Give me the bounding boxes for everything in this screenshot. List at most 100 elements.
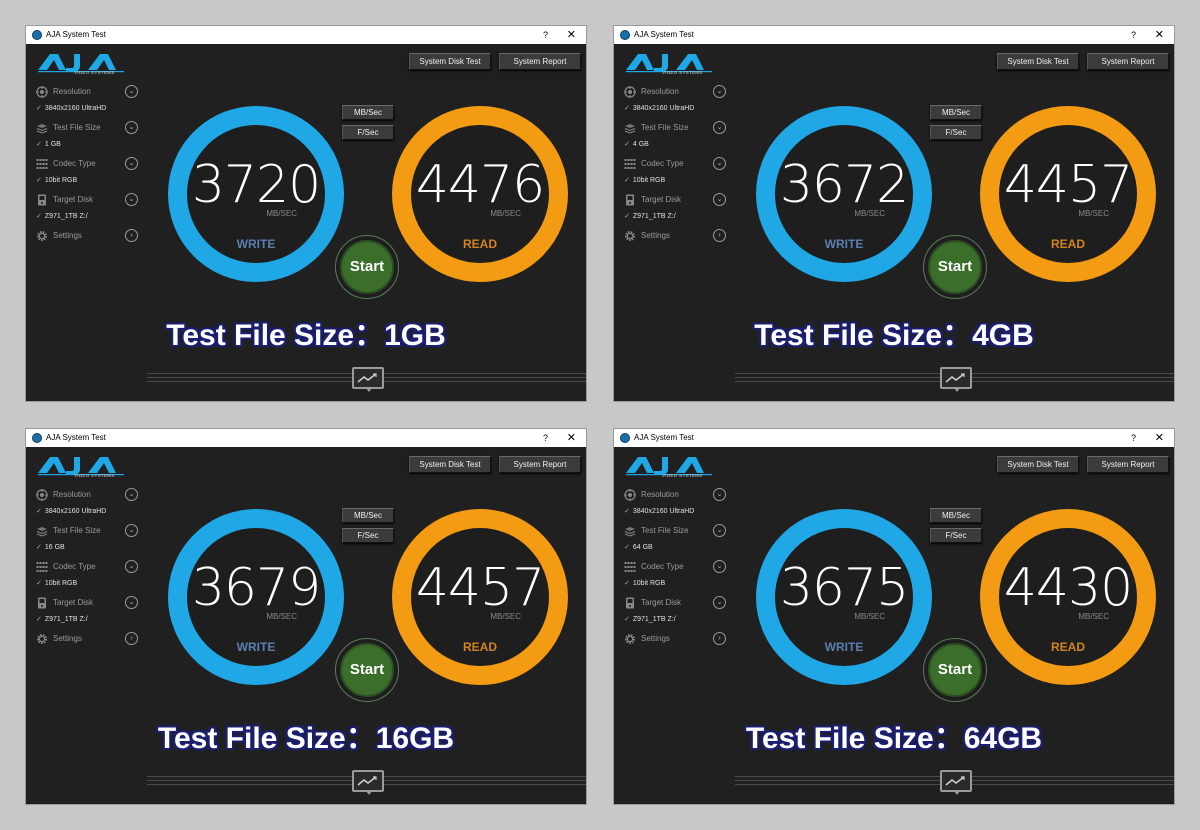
start-button-ring: Start — [923, 638, 987, 702]
system-disk-test-button[interactable]: System Disk Test — [409, 53, 491, 70]
sidebar-item-codec-type[interactable]: Codec Type ⌄ — [34, 157, 138, 171]
resolution-icon — [36, 489, 48, 501]
sidebar-item-resolution[interactable]: Resolution ⌄ — [622, 85, 726, 99]
mb-sec-toggle[interactable]: MB/Sec — [930, 508, 982, 523]
resolution-value: ✓ 3840x2160 UltraHD — [624, 508, 695, 515]
disk-value: ✓ Z971_1TB Z:/ — [36, 213, 88, 220]
codec-value: ✓ 10bit RGB — [624, 580, 666, 587]
aja-app-icon — [620, 433, 630, 443]
close-button[interactable]: ✕ — [1154, 29, 1164, 41]
sidebar-item-resolution[interactable]: Resolution ⌄ — [34, 85, 138, 99]
sidebar-item-settings[interactable]: Settings › — [34, 632, 138, 646]
read-gauge: 4430 MB/SEC READ — [980, 509, 1156, 685]
sidebar-item-test-file-size[interactable]: Test File Size ⌄ — [34, 524, 138, 538]
file-size-icon — [624, 527, 636, 537]
sidebar-item-target-disk[interactable]: Target Disk ⌄ — [622, 596, 726, 610]
f-sec-toggle[interactable]: F/Sec — [930, 125, 982, 140]
codec-value: ✓ 10bit RGB — [36, 177, 78, 184]
codec-value: ✓ 10bit RGB — [624, 177, 666, 184]
sidebar-item-resolution[interactable]: Resolution ⌄ — [622, 488, 726, 502]
system-report-button[interactable]: System Report — [499, 456, 581, 473]
sidebar-item-target-disk[interactable]: Target Disk ⌄ — [34, 596, 138, 610]
f-sec-toggle[interactable]: F/Sec — [930, 528, 982, 543]
system-report-button[interactable]: System Report — [499, 53, 581, 70]
chevron-down-icon[interactable]: ⌄ — [125, 524, 138, 537]
chevron-down-icon[interactable]: ⌄ — [125, 560, 138, 573]
chevron-down-icon[interactable]: ⌄ — [125, 85, 138, 98]
start-button[interactable]: Start — [340, 240, 394, 294]
system-disk-test-button[interactable]: System Disk Test — [997, 456, 1079, 473]
chevron-right-icon[interactable]: › — [713, 229, 726, 242]
window-title: AJA System Test — [634, 433, 694, 442]
chevron-right-icon[interactable]: › — [713, 632, 726, 645]
sidebar-label-test-file-size: Test File Size — [53, 123, 101, 132]
sidebar-item-test-file-size[interactable]: Test File Size ⌄ — [622, 524, 726, 538]
system-report-button[interactable]: System Report — [1087, 456, 1169, 473]
sidebar-label-target-disk: Target Disk — [641, 195, 682, 204]
close-button[interactable]: ✕ — [566, 432, 576, 444]
chevron-down-icon[interactable]: ⌄ — [125, 596, 138, 609]
sidebar-item-test-file-size[interactable]: Test File Size ⌄ — [622, 121, 726, 135]
sidebar-item-codec-type[interactable]: Codec Type ⌄ — [622, 560, 726, 574]
help-button[interactable]: ? — [1130, 30, 1136, 40]
logo-subtitle: VIDEO SYSTEMS — [662, 473, 703, 478]
help-button[interactable]: ? — [1130, 433, 1136, 443]
graph-button[interactable] — [352, 367, 384, 392]
system-report-button[interactable]: System Report — [1087, 53, 1169, 70]
chevron-right-icon[interactable]: › — [125, 632, 138, 645]
chevron-down-icon[interactable]: ⌄ — [713, 524, 726, 537]
chevron-down-icon[interactable]: ⌄ — [713, 193, 726, 206]
mb-sec-toggle[interactable]: MB/Sec — [342, 105, 394, 120]
chevron-down-icon[interactable]: ⌄ — [713, 596, 726, 609]
close-button[interactable]: ✕ — [566, 29, 576, 41]
graph-button[interactable] — [940, 367, 972, 392]
graph-button[interactable] — [352, 770, 384, 795]
sidebar-item-target-disk[interactable]: Target Disk ⌄ — [622, 193, 726, 207]
help-button[interactable]: ? — [542, 433, 548, 443]
window-title: AJA System Test — [46, 433, 106, 442]
system-disk-test-button[interactable]: System Disk Test — [409, 456, 491, 473]
sidebar-item-settings[interactable]: Settings › — [622, 632, 726, 646]
sidebar-label-resolution: Resolution — [641, 490, 679, 499]
graph-icon — [357, 776, 377, 786]
sidebar-item-codec-type[interactable]: Codec Type ⌄ — [622, 157, 726, 171]
read-label: READ — [462, 237, 497, 251]
aja-window-64gb: AJA System Test ? ✕ VIDEO SYSTEMS Resolu… — [613, 428, 1175, 805]
mb-sec-toggle[interactable]: MB/Sec — [342, 508, 394, 523]
disk-value: ✓ Z971_1TB Z:/ — [624, 213, 676, 220]
chevron-right-icon[interactable]: › — [125, 229, 138, 242]
chevron-down-icon[interactable]: ⌄ — [713, 157, 726, 170]
start-button[interactable]: Start — [340, 643, 394, 697]
f-sec-toggle[interactable]: F/Sec — [342, 125, 394, 140]
sidebar-label-test-file-size: Test File Size — [641, 526, 689, 535]
sidebar-item-codec-type[interactable]: Codec Type ⌄ — [34, 560, 138, 574]
chevron-down-icon[interactable]: ⌄ — [713, 560, 726, 573]
start-button[interactable]: Start — [928, 240, 982, 294]
aja-logo — [626, 54, 712, 73]
chevron-down-icon[interactable]: ⌄ — [713, 85, 726, 98]
sidebar-item-settings[interactable]: Settings › — [622, 229, 726, 243]
help-button[interactable]: ? — [542, 30, 548, 40]
write-unit: MB/SEC — [854, 612, 885, 621]
sidebar-item-target-disk[interactable]: Target Disk ⌄ — [34, 193, 138, 207]
system-disk-test-button[interactable]: System Disk Test — [997, 53, 1079, 70]
chevron-down-icon[interactable]: ⌄ — [125, 157, 138, 170]
mb-sec-toggle[interactable]: MB/Sec — [930, 105, 982, 120]
close-button[interactable]: ✕ — [1154, 432, 1164, 444]
chevron-down-icon[interactable]: ⌄ — [713, 488, 726, 501]
aja-window-4gb: AJA System Test ? ✕ VIDEO SYSTEMS Resolu… — [613, 25, 1175, 402]
chevron-down-icon[interactable]: ⌄ — [125, 193, 138, 206]
sidebar-item-test-file-size[interactable]: Test File Size ⌄ — [34, 121, 138, 135]
f-sec-toggle[interactable]: F/Sec — [342, 528, 394, 543]
chevron-down-icon[interactable]: ⌄ — [125, 121, 138, 134]
sidebar-item-resolution[interactable]: Resolution ⌄ — [34, 488, 138, 502]
graph-button[interactable] — [940, 770, 972, 795]
chevron-down-icon[interactable]: ⌄ — [125, 488, 138, 501]
aja-app-icon — [620, 30, 630, 40]
start-button[interactable]: Start — [928, 643, 982, 697]
aja-app-icon — [32, 30, 42, 40]
resolution-icon — [624, 489, 636, 501]
write-gauge: 3675 MB/SEC WRITE — [756, 509, 932, 685]
sidebar-item-settings[interactable]: Settings › — [34, 229, 138, 243]
chevron-down-icon[interactable]: ⌄ — [713, 121, 726, 134]
